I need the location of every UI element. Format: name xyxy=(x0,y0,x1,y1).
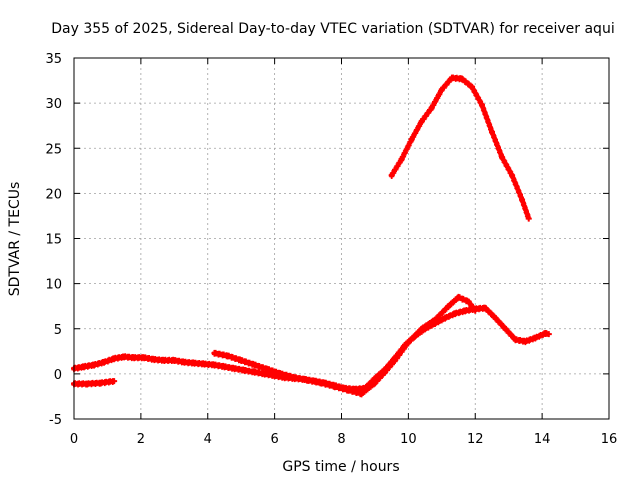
x-tick-label: 2 xyxy=(137,432,145,447)
series-track-c xyxy=(211,293,479,398)
y-tick-label: 10 xyxy=(45,278,62,293)
x-tick-label: 0 xyxy=(70,432,78,447)
series-track-b xyxy=(71,378,118,388)
chart-title: Day 355 of 2025, Sidereal Day-to-day VTE… xyxy=(51,21,614,37)
x-tick-label: 10 xyxy=(400,432,417,447)
x-axis-label: GPS time / hours xyxy=(282,459,399,475)
series-trace xyxy=(389,74,531,221)
y-tick-label: 15 xyxy=(45,233,62,248)
x-tick-label: 14 xyxy=(534,432,551,447)
x-tick-label: 12 xyxy=(467,432,484,447)
series-trace xyxy=(71,378,116,388)
y-tick-label: 35 xyxy=(45,52,62,67)
series-trace xyxy=(211,293,477,398)
y-tick-label: 25 xyxy=(45,142,62,157)
plot-frame xyxy=(73,57,610,420)
x-tick-label: 8 xyxy=(337,432,345,447)
y-tick-label: 5 xyxy=(54,323,62,338)
y-tick-label: 30 xyxy=(45,97,62,112)
x-tick-labels: 0 2 4 6 8 10 12 14 16 xyxy=(70,432,617,447)
data-marks xyxy=(71,74,552,398)
y-tick-label: -5 xyxy=(49,413,62,428)
x-tick-label: 4 xyxy=(204,432,212,447)
y-axis-label: SDTVAR / TECUs xyxy=(7,182,23,297)
x-tick-label: 16 xyxy=(601,432,618,447)
y-tick-label: 0 xyxy=(54,368,62,383)
series-track-d xyxy=(388,74,532,222)
y-tick-label: 20 xyxy=(45,187,62,202)
y-tick-labels: -5 0 5 10 15 20 25 30 35 xyxy=(45,52,62,428)
grid xyxy=(73,57,610,420)
x-tick-label: 6 xyxy=(270,432,278,447)
